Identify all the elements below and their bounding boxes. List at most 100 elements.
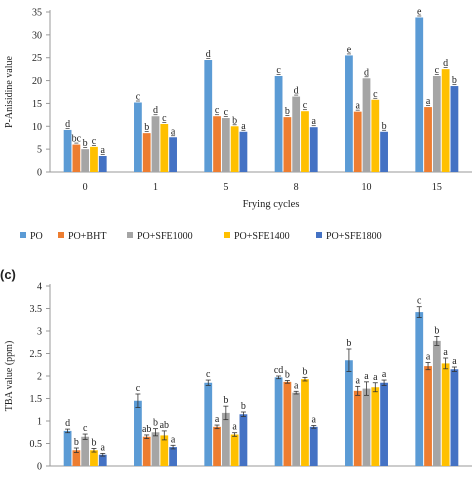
- panel1-bar-PO+SFE1800-10: [380, 131, 388, 172]
- legend-swatch-PO+SFE1000: [127, 232, 133, 238]
- panel1-bar-PO+SFE1000-1: [151, 116, 160, 172]
- legend-swatch-PO+SFE1800: [316, 232, 322, 238]
- panel1-x-axis-label: Frying cycles: [243, 199, 300, 210]
- panel1-bar-PO+BHT-15: [424, 107, 432, 172]
- panel2-bar-PO+BHT-8: [283, 381, 292, 466]
- panel1-data-label-PO-8: c: [276, 65, 281, 76]
- panel1-data-label-PO+SFE1000-10: d: [364, 67, 369, 78]
- legend-entry-PO: PO: [30, 231, 43, 242]
- panel1-data-label-PO+SFE1400-5: b: [232, 115, 237, 126]
- panel1-data-label-PO+SFE1000-5: c: [224, 107, 229, 118]
- panel1-bar-PO-5: [204, 60, 213, 172]
- panel2-bar-PO-8: [274, 377, 283, 466]
- legend-swatch-PO+SFE1400: [224, 232, 230, 238]
- panel2-bar-PO+SFE1800-5: [239, 414, 248, 466]
- panel2-panel-label: (c): [0, 267, 16, 282]
- panel1-x-tick-label-5: 15: [432, 182, 442, 193]
- panel2-data-label-PO+BHT-8: b: [285, 370, 290, 381]
- panel1-data-label-PO+BHT-15: a: [426, 96, 431, 107]
- panel1-data-label-PO+SFE1000-15: c: [435, 65, 440, 76]
- panel1-bar-PO+SFE1000-0: [81, 149, 90, 172]
- panel2-y-tick-label-6: 3: [37, 327, 42, 338]
- panel1-data-label-PO+SFE1400-15: d: [443, 58, 448, 69]
- panel2-data-label-PO+SFE1400-10: a: [373, 372, 378, 383]
- panel1-data-label-PO+SFE1000-8: d: [294, 86, 299, 97]
- panel1-bar-PO+SFE1000-5: [221, 118, 230, 172]
- panel2-data-label-PO-8: cd: [274, 365, 283, 376]
- panel1-bar-PO+BHT-0: [72, 144, 81, 172]
- panel2-data-label-PO+SFE1800-15: a: [452, 356, 457, 367]
- panel1-data-label-PO+SFE1800-0: a: [101, 145, 106, 156]
- panel2-data-label-PO+SFE1000-10: a: [364, 371, 369, 382]
- panel2-y-tick-label-2: 1: [37, 417, 42, 428]
- panel2-data-label-PO+SFE1400-15: a: [443, 347, 448, 358]
- legend-swatch-PO: [20, 232, 26, 238]
- panel1-bar-PO+SFE1800-1: [169, 137, 177, 172]
- panel1-bar-PO+SFE1800-15: [450, 86, 459, 172]
- panel2-bar-PO+SFE1800-1: [169, 447, 177, 466]
- panel2-bar-PO+SFE1400-1: [160, 435, 169, 466]
- panel2-data-label-PO-0: d: [65, 418, 70, 429]
- panel2-data-label-PO+BHT-15: a: [426, 352, 431, 363]
- panel2-bar-PO+SFE1400-10: [371, 387, 380, 466]
- panel1-y-axis-label: P-Anisidine value: [4, 55, 15, 127]
- panel2-bar-PO+SFE1000-5: [221, 412, 230, 466]
- legend-entry-PO+SFE1400: PO+SFE1400: [234, 231, 290, 242]
- panel2-bar-PO+SFE1800-10: [380, 382, 388, 466]
- panel1-data-label-PO+BHT-8: b: [285, 106, 290, 117]
- panel1-bar-PO+SFE1400-5: [230, 126, 239, 172]
- panel2-data-label-PO+BHT-0: b: [74, 437, 79, 448]
- panel2-data-label-PO+SFE1000-1: b: [153, 418, 158, 429]
- panel2-bar-PO+SFE1000-15: [432, 340, 441, 466]
- panel2-y-tick-label-3: 1.5: [30, 394, 43, 405]
- panel2-bar-PO+SFE1000-8: [292, 392, 301, 466]
- panel2-bar-PO+SFE1400-0: [90, 450, 98, 466]
- panel1-y-tick-label-0: 0: [37, 168, 42, 179]
- panel1-data-label-PO-1: c: [136, 92, 141, 103]
- panel2-data-label-PO+SFE1400-5: a: [232, 422, 237, 433]
- panel2-bar-PO+SFE1800-15: [450, 369, 459, 466]
- panel2-bar-PO+SFE1400-15: [441, 363, 450, 466]
- panel1-x-tick-label-4: 10: [362, 182, 372, 193]
- panel1-y-tick-label-2: 10: [32, 122, 42, 133]
- panel1-bar-PO+BHT-5: [213, 116, 221, 172]
- panel1-bar-PO+SFE1400-15: [441, 69, 450, 172]
- panel2-bar-PO+SFE1400-8: [301, 379, 309, 466]
- panel2-data-label-PO+SFE1000-8: a: [294, 380, 299, 391]
- panel1-y-tick-label-5: 25: [32, 53, 42, 64]
- panel1-data-label-PO+BHT-1: b: [144, 122, 149, 133]
- panel2-y-tick-label-8: 4: [37, 282, 42, 293]
- panel1-data-label-PO+SFE1800-5: a: [241, 121, 246, 132]
- panel1-data-label-PO+SFE1800-15: b: [452, 75, 457, 86]
- panel2-y-tick-label-4: 2: [37, 372, 42, 383]
- panel1-data-label-PO+SFE1800-1: a: [171, 126, 176, 137]
- panel2-data-label-PO+BHT-1: ab: [142, 424, 151, 435]
- panel1-bar-PO+BHT-10: [353, 111, 362, 172]
- panel2-data-label-PO+SFE1000-5: b: [223, 395, 228, 406]
- panel2-bar-PO-10: [345, 360, 353, 466]
- panel1-bar-PO+SFE1000-15: [432, 76, 441, 172]
- panel2-y-tick-label-5: 2.5: [30, 349, 43, 360]
- panel1-data-label-PO+SFE1400-1: c: [162, 113, 167, 124]
- panel1-bar-PO+SFE1800-5: [239, 131, 248, 172]
- panel2-bar-PO+SFE1400-5: [230, 434, 239, 466]
- panel2-data-label-PO+BHT-10: a: [355, 375, 360, 386]
- panel1-bar-PO-15: [415, 17, 424, 172]
- panel2-data-label-PO+BHT-5: a: [215, 414, 220, 425]
- panel1-y-tick-label-7: 35: [32, 8, 42, 19]
- panel2-data-label-PO+SFE1400-1: ab: [160, 420, 169, 431]
- panel1-bar-PO+SFE1000-8: [292, 96, 301, 172]
- panel1-data-label-PO+SFE1400-10: c: [373, 89, 378, 100]
- panel2-bar-PO+SFE1800-0: [98, 454, 107, 466]
- panel1-x-tick-label-3: 8: [294, 182, 299, 193]
- panel2-data-label-PO-1: c: [136, 383, 141, 394]
- panel2-bar-PO-1: [134, 400, 142, 466]
- panel2-data-label-PO+SFE1800-5: b: [241, 401, 246, 412]
- panel2-bar-PO+SFE1000-1: [151, 432, 160, 466]
- panel1-y-tick-label-1: 5: [37, 145, 42, 156]
- panel2-bar-PO+SFE1800-8: [309, 426, 318, 466]
- panel1-data-label-PO+SFE1000-0: b: [83, 138, 88, 149]
- panel2-data-label-PO+SFE1000-0: c: [83, 423, 88, 434]
- panel2-bar-PO+SFE1000-10: [362, 388, 371, 466]
- panel1-bar-PO+SFE1400-0: [90, 146, 98, 172]
